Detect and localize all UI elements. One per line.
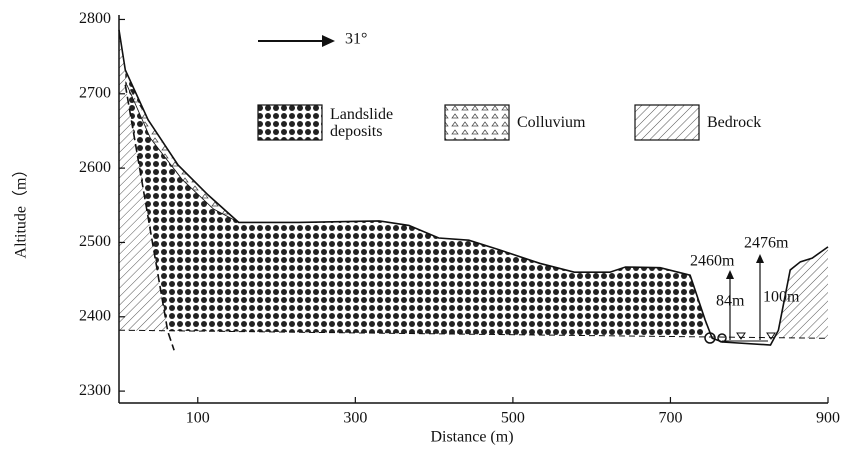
y-tick-label: 2700 — [79, 84, 111, 101]
y-tick-label: 2300 — [79, 382, 111, 399]
bedrock — [770, 246, 828, 339]
y-axis-label: Altitude（m） — [12, 162, 30, 259]
annotation: 2460m — [690, 253, 735, 270]
depth-arrow-head — [756, 254, 764, 263]
legend-label: Colluvium — [517, 114, 586, 131]
legend-swatch — [257, 104, 323, 141]
landslide-deposits — [125, 70, 706, 337]
annotation: 100m — [763, 289, 800, 306]
depth-arrow-head — [726, 270, 734, 279]
y-tick-label: 2500 — [79, 233, 111, 250]
y-tick-label: 2600 — [79, 159, 111, 176]
x-tick-label: 500 — [501, 410, 525, 427]
bedrock — [119, 29, 168, 332]
x-tick-label: 300 — [343, 410, 367, 427]
y-tick-label: 2400 — [79, 307, 111, 324]
direction-label: 31° — [345, 31, 367, 48]
direction-arrow-head — [322, 35, 335, 47]
x-tick-label: 700 — [658, 410, 682, 427]
y-tick-label: 2800 — [79, 10, 111, 27]
water-mark — [766, 332, 776, 340]
colluvium-base — [126, 84, 239, 223]
water-mark — [736, 332, 746, 340]
x-tick-label: 900 — [816, 410, 840, 427]
x-axis-label: Distance (m) — [430, 429, 513, 446]
legend-swatch — [634, 104, 700, 141]
ground-surface — [118, 29, 829, 346]
annotation: 84m — [716, 293, 745, 310]
regions — [119, 29, 828, 339]
legend-label: Bedrock — [707, 114, 762, 131]
legend-swatch — [444, 104, 510, 141]
annotation: 2476m — [744, 235, 789, 252]
x-tick-label: 100 — [186, 410, 210, 427]
base-line — [118, 329, 829, 339]
legend-label: Landslide deposits — [330, 106, 394, 140]
